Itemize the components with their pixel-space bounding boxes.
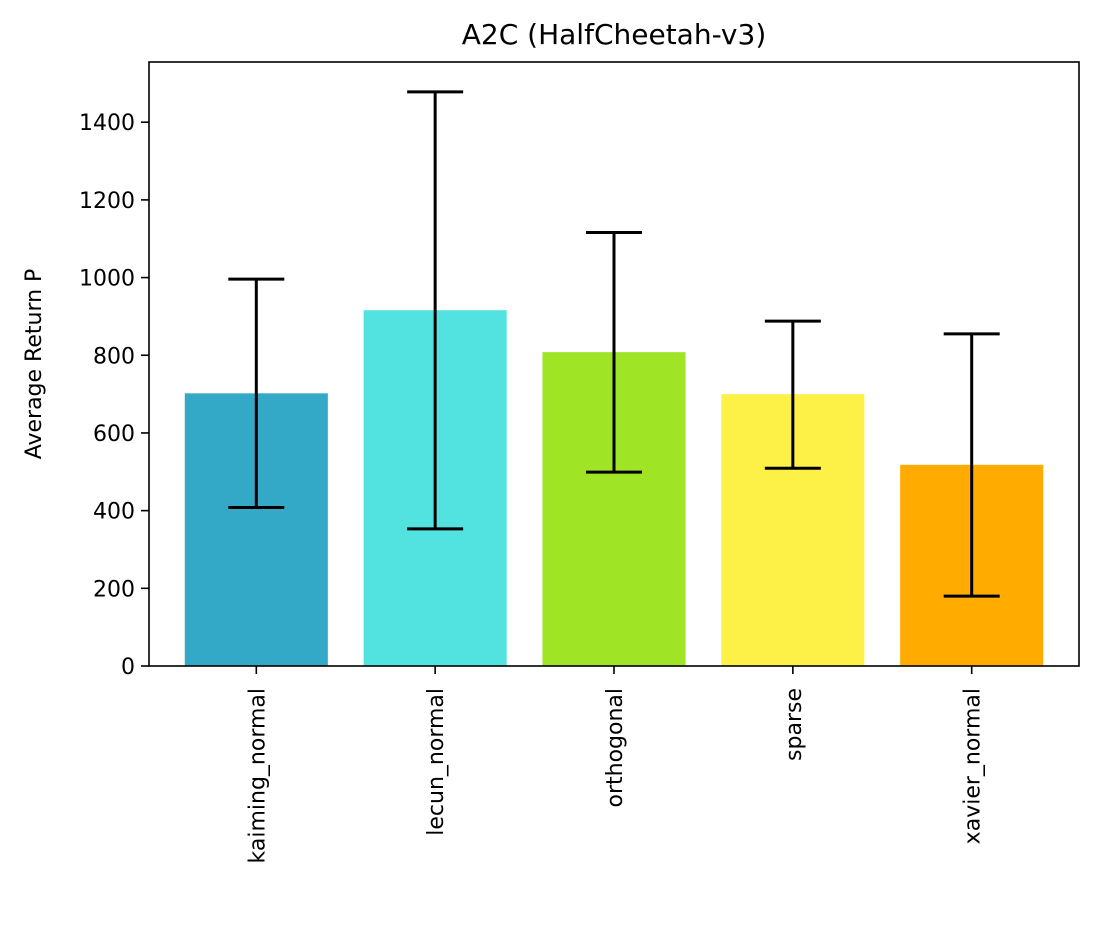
x-tick-label-orthogonal: orthogonal bbox=[603, 688, 628, 808]
y-tick-label: 600 bbox=[93, 422, 135, 447]
x-tick-label-kaiming-normal: kaiming_normal bbox=[245, 688, 270, 863]
y-tick-label: 400 bbox=[93, 500, 135, 525]
x-tick-label-sparse: sparse bbox=[782, 688, 807, 761]
y-tick-label: 800 bbox=[93, 344, 135, 369]
x-axis: kaiming_normal lecun_normal orthogonal spar… bbox=[245, 666, 986, 863]
error-bars-layer bbox=[228, 90, 1000, 598]
error-bar-lecun-normal bbox=[407, 90, 464, 531]
y-tick-label: 200 bbox=[93, 577, 135, 602]
y-axis-label: Average Return P bbox=[22, 269, 47, 460]
y-tick-label: 1400 bbox=[79, 111, 135, 136]
error-bar-kaiming-normal bbox=[228, 277, 285, 510]
plot-frame bbox=[148, 61, 1080, 667]
error-bar-orthogonal bbox=[586, 231, 642, 474]
error-bar-xavier-normal bbox=[943, 332, 1000, 598]
error-bar-sparse bbox=[764, 319, 821, 470]
x-tick-label-lecun-normal: lecun_normal bbox=[424, 688, 449, 836]
chart-title: A2C (HalfCheetah-v3) bbox=[462, 18, 767, 51]
y-tick-label: 1000 bbox=[79, 267, 135, 292]
y-tick-label: 1200 bbox=[79, 189, 135, 214]
y-tick-label: 0 bbox=[121, 655, 135, 680]
y-axis: 0 200 400 600 800 1000 1200 1400 bbox=[79, 111, 149, 680]
x-tick-label-xavier-normal: xavier_normal bbox=[961, 688, 986, 844]
